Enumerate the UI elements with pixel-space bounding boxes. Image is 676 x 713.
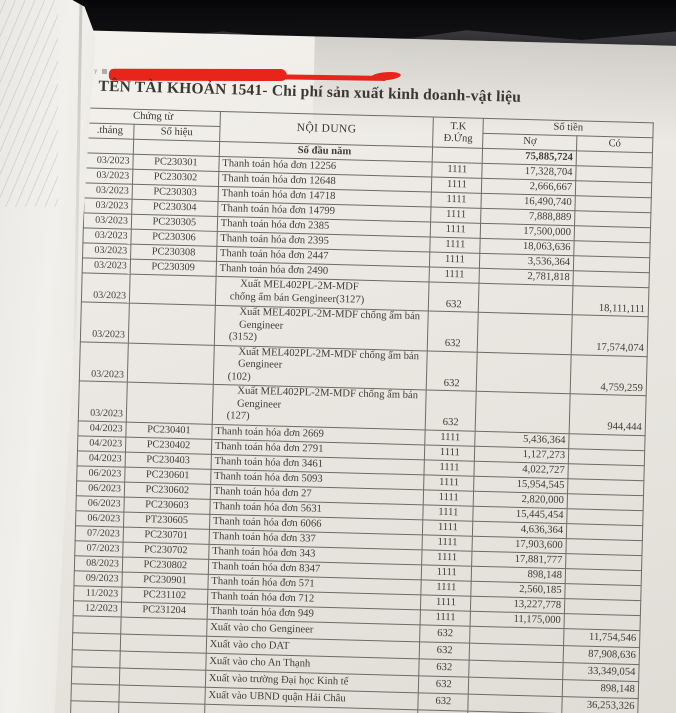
cell-account: 1111 [420,594,472,611]
cell-credit: 17,574,074 [571,314,649,357]
cell-account: 1111 [422,519,474,536]
cell-date: 03/2023 [84,182,133,200]
redaction-scribble-tail [268,74,387,82]
cell-debit [476,351,572,394]
cell-content: Xuất MEL402PL-2M-MDF chống ẩm bán Gengin… [211,384,427,430]
cell-date: 06/2023 [76,480,125,497]
cell-account: 632 [419,624,471,643]
cell-credit: 87,908,636 [563,645,640,665]
cell-date [72,615,122,634]
cell-date: 06/2023 [75,495,125,512]
cell-date: 07/2023 [75,525,124,542]
cell-credit: 4,759,259 [570,354,648,396]
cell-date: 03/2023 [82,242,131,260]
cell-account: 632 [426,350,478,392]
cell-date: 06/2023 [75,510,124,527]
cell-date: 04/2023 [77,435,126,452]
cell-date: 03/2023 [83,197,133,215]
cell-account: 632 [419,641,470,660]
cell-account: 632 [428,281,480,313]
cell-date: 03/2023 [82,227,132,245]
cell-date: 09/2023 [73,570,123,587]
cell-account: 1111 [430,237,481,254]
ledger-table: Chứng từ NỘI DUNG T.K Đ.Ứng Số tiền .thá… [68,107,654,713]
cell-ref [118,701,205,713]
cell-date [71,649,121,668]
cell-credit: 11,754,546 [563,628,640,648]
header-dung: Đ.Ứng [443,132,473,145]
cell-account: 1111 [431,192,482,209]
cell-account: 1111 [429,252,481,269]
cell-account: 632 [419,658,470,677]
cell-account: 1111 [423,489,474,506]
cell-account: 632 [418,675,469,694]
cell-date [70,683,120,702]
cell-account: 1111 [424,444,476,461]
cell-content: Xuất MEL402PL-2M-MDF chống ẩm bán Gengin… [213,344,428,390]
cell-account: 1111 [421,549,473,566]
cell-account: 1111 [421,564,472,581]
cell-date: 11/2023 [73,585,122,602]
cell-account: 1111 [432,162,483,179]
cell-account: 1111 [423,474,475,491]
cell-date: 03/2023 [80,301,130,343]
cell-date: 03/2023 [82,257,131,275]
cell-account: 1111 [424,459,475,476]
cell-account [432,147,483,164]
cell-date [72,632,121,651]
cell-credit: 33,349,054 [562,662,640,682]
cell-date: 07/2023 [74,540,124,557]
cell-date: 03/2023 [81,272,131,304]
cell-date: 03/2023 [84,167,133,185]
cell-debit [477,312,573,355]
cell-date: 03/2023 [84,152,134,170]
cell-ref [127,342,215,385]
cell-date: 03/2023 [78,380,128,422]
cell-account: 1111 [420,609,471,626]
cell-account: 632 [425,389,477,431]
cell-account: 1111 [421,579,472,596]
cell-credit: 18,111,111 [572,285,649,317]
cell-account: 632 [427,310,479,352]
cell-account: 1111 [430,222,481,239]
cell-ref [129,274,216,306]
cell-account: 632 [418,692,469,711]
cell-date: 04/2023 [77,420,127,437]
header-ngaythang: .tháng [85,122,135,140]
cell-credit: 944,444 [569,393,647,436]
cell-account: 1111 [425,429,476,446]
cell-credit: 898,148 [562,679,639,699]
cell-date: 08/2023 [74,555,123,572]
redaction-scribble-hook [370,70,402,82]
cell-account: 1111 [431,177,483,194]
cell-date: 04/2023 [77,450,126,467]
cell-date: 06/2023 [76,465,126,482]
cell-debit [475,391,571,434]
cell-ref [128,303,216,345]
cell-account: 632 [417,709,469,713]
ledger-sheet: ty TÊN TÀI KHOẢN 1541- Chi phí sản xuất … [50,30,676,713]
ledger-body: Số đầu năm 75,885,724 03/2023 PC230301 Thanh… [70,137,653,713]
cell-account: 1111 [422,534,473,551]
cell-debit [478,283,574,315]
cell-date: 03/2023 [79,341,129,383]
cell-date: 12/2023 [73,600,122,617]
ruled-lines [0,0,58,207]
cell-date [71,666,120,685]
cell-account: 1111 [429,266,480,284]
cell-content: Xuất MEL402PL-2M-MDF chống ẩm bán Gengin… [214,305,429,351]
cell-credit: 36,253,326 [561,696,639,713]
header-tk-dung: T.K Đ.Ứng [432,117,484,149]
cell-account: 1111 [423,504,474,521]
cell-account: 1111 [430,207,482,224]
cell-date: 03/2023 [83,212,132,230]
cell-date [85,137,134,155]
cell-ref [126,382,214,424]
cell-date [70,700,119,713]
